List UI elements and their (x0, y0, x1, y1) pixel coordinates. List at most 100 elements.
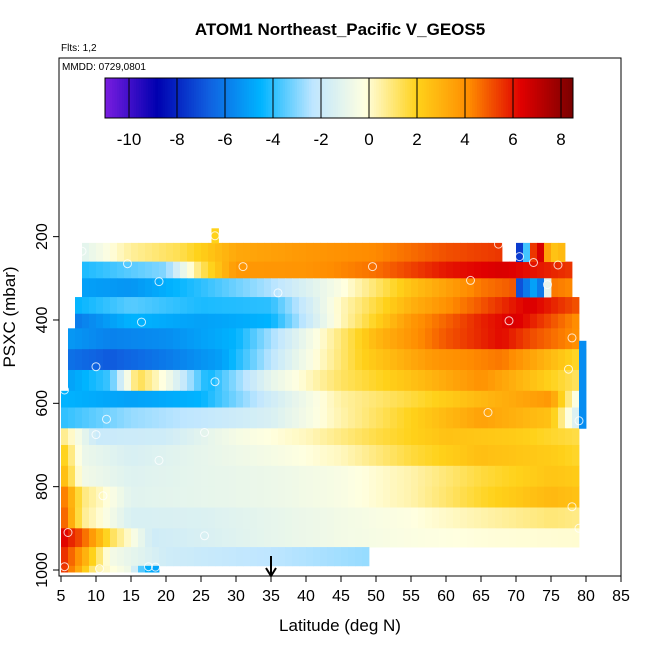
heatmap-cell (369, 297, 377, 315)
heatmap-cell (425, 297, 433, 315)
heatmap-cell (292, 297, 300, 315)
colorbar-strip (177, 78, 180, 118)
heatmap-cell (257, 242, 265, 263)
heatmap-cells (61, 228, 587, 573)
heatmap-cell (474, 486, 482, 508)
heatmap-cell (411, 242, 419, 263)
heatmap-cell (173, 349, 181, 371)
heatmap-cell (453, 428, 461, 446)
heatmap-cell (131, 528, 139, 548)
heatmap-cell (523, 528, 531, 548)
heatmap-cell (334, 428, 342, 446)
colorbar-strip (419, 78, 423, 118)
observation-circle (210, 377, 220, 387)
heatmap-cell (362, 444, 370, 467)
heatmap-cell (271, 486, 279, 508)
heatmap-cell (404, 507, 412, 529)
colorbar-strip (568, 78, 572, 118)
heatmap-cell (453, 369, 461, 392)
heatmap-cell (201, 261, 209, 279)
heatmap-cell (152, 297, 160, 315)
heatmap-cell (159, 242, 167, 263)
heatmap-cell (523, 486, 531, 508)
heatmap-cell (488, 278, 496, 298)
heatmap-cell (523, 444, 531, 467)
heatmap-cell (194, 407, 202, 429)
heatmap-cell (327, 328, 335, 350)
colorbar-strip (431, 78, 435, 118)
heatmap-cell (355, 428, 363, 446)
heatmap-cell (229, 547, 237, 567)
colorbar-strip (438, 78, 442, 118)
heatmap-cell (236, 328, 244, 350)
colorbar-strip (371, 78, 375, 118)
heatmap-cell (446, 261, 454, 279)
heatmap-cell (222, 486, 230, 508)
colorbar-strip (433, 78, 437, 118)
heatmap-cell (411, 465, 419, 488)
heatmap-cell (348, 547, 356, 567)
heatmap-cell (474, 297, 482, 315)
heatmap-cell (145, 278, 153, 298)
heatmap-cell (173, 297, 181, 315)
chart-title: ATOM1 Northeast_Pacific V_GEOS5 (195, 20, 485, 39)
colorbar-strip (390, 78, 394, 118)
heatmap-cell (474, 507, 482, 529)
heatmap-cell (439, 465, 447, 488)
heatmap-cell (488, 390, 496, 408)
heatmap-cell (215, 390, 223, 408)
heatmap-cell (110, 465, 118, 488)
heatmap-cell (411, 428, 419, 446)
heatmap-cell (250, 390, 258, 408)
heatmap-cell (369, 486, 377, 508)
heatmap-cell (82, 428, 90, 446)
heatmap-cell (68, 428, 76, 446)
heatmap-cell (187, 507, 195, 529)
heatmap-cell (103, 565, 111, 573)
heatmap-cell (96, 444, 104, 467)
colorbar-strip (517, 78, 521, 118)
heatmap-cell (180, 261, 188, 279)
heatmap-cell (82, 507, 90, 529)
heatmap-cell (341, 313, 349, 329)
heatmap-cell (551, 278, 559, 298)
heatmap-cell (558, 369, 566, 392)
colorbar-strip (385, 78, 389, 118)
heatmap-cell (446, 349, 454, 371)
colorbar-strip (359, 78, 363, 118)
colorbar-strip (210, 78, 214, 118)
heatmap-cell (355, 390, 363, 408)
colorbar-strip (525, 78, 528, 118)
heatmap-cell (208, 407, 216, 429)
heatmap-cell (481, 242, 489, 263)
heatmap-cell (320, 528, 328, 548)
heatmap-cell (103, 428, 111, 446)
colorbar-tick-label: -10 (117, 130, 142, 149)
heatmap-cell (551, 507, 559, 529)
heatmap-cell (96, 261, 104, 279)
heatmap-cell (558, 528, 566, 548)
heatmap-cell (124, 369, 132, 392)
heatmap-cell (383, 486, 391, 508)
heatmap-cell (453, 313, 461, 329)
y-tick-label: 200 (34, 223, 51, 250)
heatmap-cell (215, 407, 223, 429)
colorbar-strip (402, 78, 406, 118)
heatmap-cell (61, 390, 69, 408)
heatmap-cell (201, 242, 209, 263)
colorbar-strip (457, 78, 461, 118)
heatmap-cell (299, 507, 307, 529)
heatmap-cell (194, 278, 202, 298)
heatmap-cell (285, 407, 293, 429)
heatmap-cell (306, 390, 314, 408)
heatmap-cell (397, 528, 405, 548)
heatmap-cell (355, 444, 363, 467)
heatmap-cell (383, 297, 391, 315)
heatmap-cell (96, 349, 104, 371)
heatmap-cell (453, 242, 461, 263)
flights-label: Flts: 1,2 (61, 43, 97, 54)
heatmap-cell (215, 444, 223, 467)
heatmap-cell (103, 297, 111, 315)
heatmap-cell (369, 313, 377, 329)
heatmap-cell (313, 242, 321, 263)
